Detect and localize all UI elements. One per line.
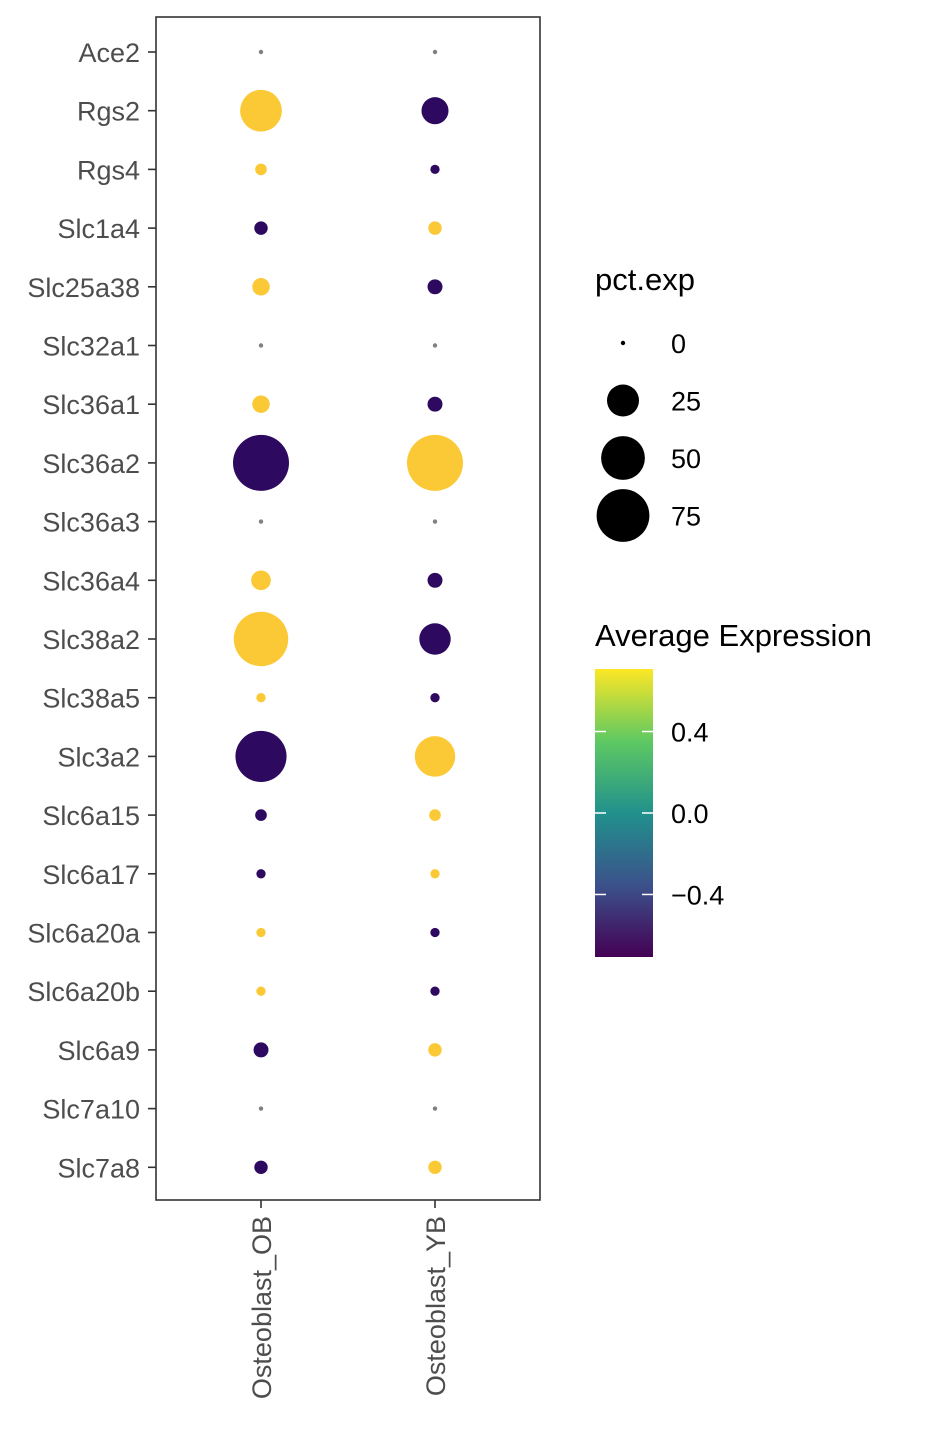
y-tick-label: Slc6a9 xyxy=(57,1036,140,1066)
dot-point xyxy=(430,693,440,703)
y-tick-label: Slc38a5 xyxy=(42,684,140,714)
y-tick-label: Slc36a2 xyxy=(42,449,140,479)
dot-point xyxy=(430,927,440,938)
dot-point xyxy=(429,809,441,821)
dot-point xyxy=(432,343,438,348)
y-tick-label: Slc36a3 xyxy=(42,508,140,538)
dot-point xyxy=(432,519,438,524)
y-tick-label: Slc3a2 xyxy=(57,742,140,772)
size-legend-label: 75 xyxy=(671,502,701,532)
size-legend-title: pct.exp xyxy=(595,262,695,297)
dot-point xyxy=(430,869,440,879)
dot-point xyxy=(256,986,266,996)
dot-point xyxy=(255,163,267,176)
color-tick-label: 0.0 xyxy=(671,799,709,829)
y-tick-label: Slc7a8 xyxy=(57,1153,140,1183)
dot-point xyxy=(428,221,442,235)
y-tick-label: Slc6a20a xyxy=(27,919,141,949)
y-tick-label: Slc1a4 xyxy=(57,214,140,244)
y-tick-label: Slc6a15 xyxy=(42,801,140,831)
size-legend-key xyxy=(620,340,626,346)
dot-point xyxy=(430,164,440,175)
size-legend-key xyxy=(596,489,650,542)
y-tick-label: Slc32a1 xyxy=(42,332,140,362)
dot-point xyxy=(421,97,449,125)
y-tick-label: Slc36a1 xyxy=(42,390,140,420)
dot-point xyxy=(233,611,289,667)
dots-layer xyxy=(233,49,463,1175)
y-tick-label: Slc6a17 xyxy=(42,860,140,890)
dot-point xyxy=(256,927,266,938)
dot-point xyxy=(419,623,451,655)
dot-point xyxy=(240,89,282,132)
dot-point xyxy=(428,1043,442,1057)
dot-point xyxy=(235,730,287,782)
y-tick-label: Slc36a4 xyxy=(42,566,140,596)
dot-point xyxy=(428,1160,442,1175)
dot-point xyxy=(256,693,266,703)
y-tick-label: Slc7a10 xyxy=(42,1095,140,1125)
x-tick-label: Osteoblast_OB xyxy=(247,1216,277,1399)
y-tick-label: Slc38a2 xyxy=(42,625,140,655)
dot-point xyxy=(407,434,463,491)
dot-point xyxy=(258,519,264,524)
dot-point xyxy=(252,278,270,296)
dot-point xyxy=(254,1160,268,1175)
y-tick-label: Rgs4 xyxy=(77,155,140,185)
x-tick-label: Osteoblast_YB xyxy=(421,1216,451,1396)
size-legend: pct.exp 0 25 50 75 xyxy=(595,262,701,542)
dot-point xyxy=(233,434,289,491)
dot-point xyxy=(251,570,271,591)
dot-point xyxy=(258,49,264,55)
y-axis: Ace2 Rgs2 Rgs4 Slc1a4 Slc25a38 Slc32a1 Slc36a1… xyxy=(27,38,156,1183)
size-legend-key xyxy=(606,384,640,417)
dot-point xyxy=(432,49,438,55)
dot-point xyxy=(427,279,443,295)
dot-point xyxy=(258,1106,264,1111)
dot-point xyxy=(258,343,264,348)
size-legend-label: 50 xyxy=(671,444,701,474)
dot-point xyxy=(255,809,267,821)
dot-point xyxy=(254,221,268,235)
dot-point xyxy=(256,869,266,879)
size-legend-label: 0 xyxy=(671,329,686,359)
y-tick-label: Slc25a38 xyxy=(27,273,140,303)
dot-point xyxy=(430,986,440,996)
dot-point xyxy=(432,1106,438,1111)
dot-point xyxy=(414,736,456,777)
y-tick-label: Rgs2 xyxy=(77,97,140,127)
plot-panel xyxy=(155,16,541,1201)
color-tick-label: 0.4 xyxy=(671,718,709,748)
color-legend: Average Expression 0.4 0.0 −0.4 xyxy=(595,618,872,957)
color-tick-label: −0.4 xyxy=(671,880,724,910)
dot-point xyxy=(252,395,270,413)
dot-point xyxy=(427,572,443,588)
dot-point xyxy=(253,1042,269,1058)
dot-point xyxy=(427,396,443,412)
size-legend-label: 25 xyxy=(671,387,701,417)
color-legend-title: Average Expression xyxy=(595,618,872,653)
y-tick-label: Ace2 xyxy=(78,38,140,68)
x-axis: Osteoblast_OB Osteoblast_YB xyxy=(247,1200,451,1399)
size-legend-key xyxy=(601,436,645,480)
y-tick-label: Slc6a20b xyxy=(27,977,140,1007)
